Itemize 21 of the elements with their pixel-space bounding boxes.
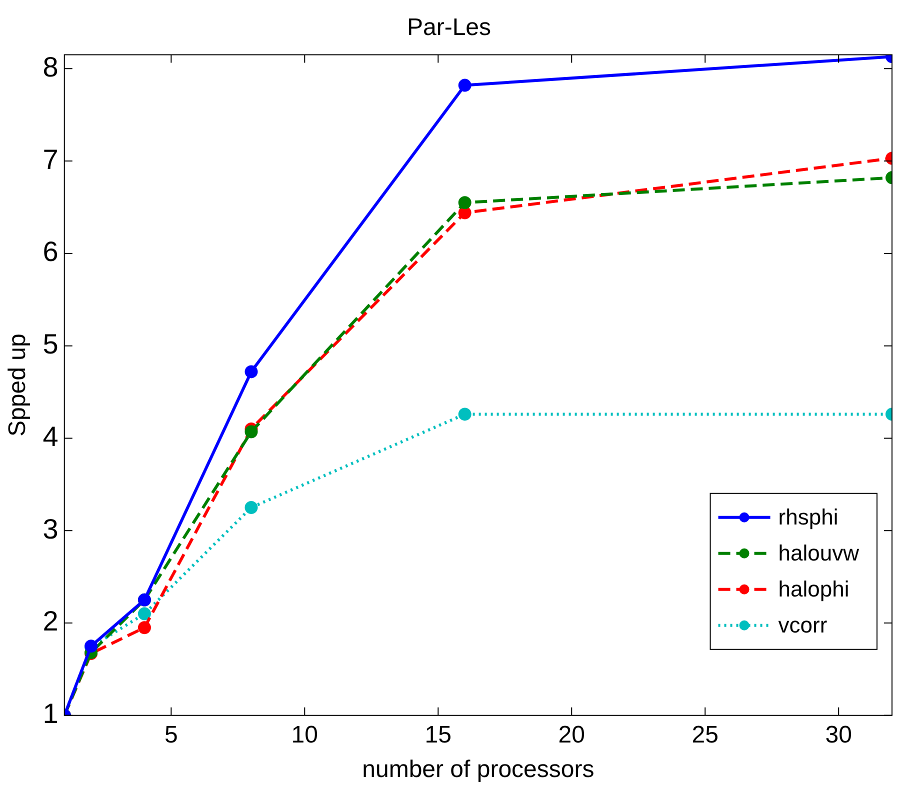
legend-label: halophi (778, 576, 850, 602)
x-axis-title: number of processors (362, 756, 594, 784)
y-tick-label: 8 (42, 51, 58, 82)
y-tick-label: 5 (42, 328, 58, 360)
x-tick-label: 30 (825, 721, 852, 748)
x-tick-label: 5 (164, 721, 178, 748)
legend-label: rhsphi (778, 504, 838, 530)
x-tick-label: 25 (692, 721, 718, 748)
legend-label: vcorr (778, 612, 828, 638)
y-tick-label: 2 (42, 606, 58, 637)
y-tick-label: 1 (42, 698, 58, 730)
y-tick-label: 3 (42, 513, 58, 544)
y-tick-label: 7 (42, 144, 58, 175)
legend-label: halouvw (778, 540, 860, 566)
x-tick-label: 15 (424, 721, 452, 748)
x-tick-label: 10 (291, 721, 318, 748)
y-axis-title: Spped up (4, 334, 32, 436)
y-tick-label: 6 (42, 236, 58, 268)
chart-title: Par-Les (406, 14, 492, 42)
x-tick-label: 20 (558, 721, 585, 748)
y-tick-label: 4 (42, 420, 58, 452)
